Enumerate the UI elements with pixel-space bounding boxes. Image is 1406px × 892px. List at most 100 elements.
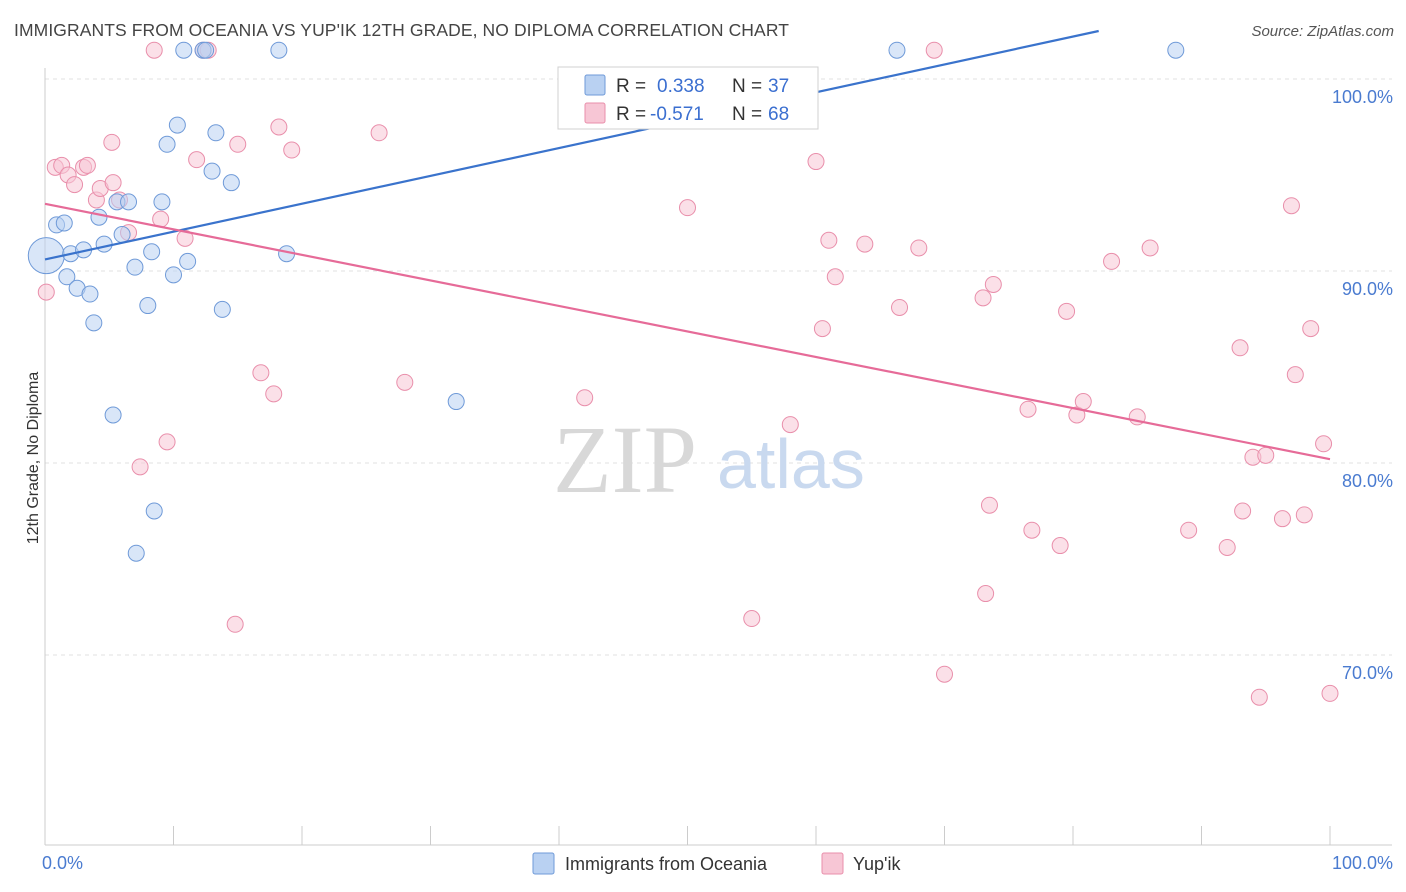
yupik-point-38 [891,298,909,316]
legend-swatch-oceania [584,74,606,96]
oceania-point-10 [95,235,113,253]
yupik-point-25 [270,118,288,136]
x-tick-label-0: 0.0% [42,853,83,873]
oceania-point-2 [55,214,73,232]
yupik-point-42 [974,289,992,307]
yupik-point-33 [807,153,825,171]
oceania-point-34 [447,393,465,411]
yupik-point-66 [1302,320,1320,338]
yupik-point-43 [977,585,995,603]
yupik-point-0 [37,283,55,301]
yupik-point-29 [576,389,594,407]
yupik-point-52 [1103,252,1121,270]
bottom-legend-swatch-yupik [821,852,844,875]
yupik-point-46 [1019,400,1037,418]
legend-r-value-yupik: -0.571 [650,104,704,125]
trend-line-yupik [44,202,1331,461]
yupik-point-45 [984,275,1002,293]
oceania-point-22 [165,266,182,284]
yupik-point-14 [145,41,163,59]
oceania-point-28 [203,162,221,180]
yupik-point-18 [188,151,206,169]
oceania-point-16 [127,544,145,562]
oceania-point-35 [888,41,906,59]
yupik-point-30 [679,199,696,217]
yupik-point-61 [1257,446,1275,464]
oceania-point-18 [143,243,161,261]
oceania-point-7 [81,285,99,303]
yupik-point-68 [1321,684,1339,702]
yupik-point-22 [229,135,247,153]
yupik-point-57 [1231,339,1249,357]
yupik-point-60 [1250,688,1268,706]
yupik-point-58 [1234,502,1252,520]
legend-n-value-oceania: 37 [768,76,789,97]
yupik-point-62 [1273,510,1291,528]
yupik-point-48 [1051,537,1069,555]
oceania-point-30 [213,300,231,318]
legend-n-label-yupik: N = [732,104,762,125]
yupik-point-36 [826,268,844,286]
y-tick-label-3: 70.0% [1342,663,1393,683]
yupik-point-17 [176,229,194,247]
y-tick-label-0: 100.0% [1332,87,1393,107]
bottom-legend-swatch-oceania [532,852,555,875]
y-tick-label-2: 80.0% [1342,471,1393,491]
yupik-point-64 [1286,366,1304,384]
legend-n-label-oceania: N = [732,76,762,97]
oceania-point-11 [104,406,122,424]
yupik-point-26 [283,141,301,159]
oceania-point-27 [197,41,215,59]
oceania-point-8 [85,314,103,332]
oceania-point-14 [120,193,138,211]
bottom-legend-label-oceania: Immigrants from Oceania [565,854,768,874]
oceania-point-21 [158,135,176,153]
yupik-point-49 [1058,302,1076,320]
yupik-point-40 [925,41,943,59]
oceania-point-17 [139,297,157,315]
yupik-point-16 [158,433,176,451]
yupik-point-34 [813,320,831,338]
bottom-legend: Immigrants from Oceania Yup'ik [532,852,901,875]
watermark: ZIP atlas [553,406,865,513]
yupik-point-41 [936,665,953,683]
yupik-point-37 [856,235,874,253]
yupik-point-47 [1023,521,1041,539]
yupik-point-24 [265,385,283,403]
series-oceania-points [27,41,1185,562]
yupik-point-10 [104,174,122,192]
oceania-point-19 [145,502,163,520]
yupik-point-56 [1218,538,1236,556]
oceania-point-23 [168,116,186,134]
yupik-point-27 [370,124,388,142]
legend-r-value-oceania: 0.338 [657,76,705,97]
yupik-point-63 [1282,197,1300,215]
yupik-point-54 [1141,239,1159,257]
oceania-point-32 [270,41,288,59]
yupik-point-23 [252,364,270,382]
oceania-point-9 [90,208,108,226]
y-tick-label-1: 90.0% [1342,279,1393,299]
tick-labels: 100.0% 90.0% 80.0% 70.0% 0.0% 100.0% [42,87,1393,873]
yupik-point-13 [131,458,149,476]
yupik-point-51 [1074,393,1092,411]
yupik-point-35 [820,231,838,249]
yupik-point-44 [980,496,998,514]
yupik-point-21 [226,615,244,633]
oceania-point-3 [58,268,76,286]
yupik-point-67 [1315,435,1333,453]
y-axis-title: 12th Grade, No Diploma [25,372,42,545]
watermark-atlas: atlas [717,425,865,503]
oceania-point-24 [175,41,193,59]
legend-r-label-yupik: R = [616,104,646,125]
axes [44,68,1392,846]
legend-n-value-yupik: 68 [768,104,789,125]
yupik-point-28 [396,373,414,391]
yupik-point-39 [910,239,928,257]
yupik-point-65 [1295,506,1313,524]
bottom-legend-label-yupik: Yup'ik [853,854,901,874]
yupik-point-55 [1180,521,1198,539]
watermark-zip: ZIP [553,406,697,513]
legend-swatch-yupik [584,102,606,124]
oceania-point-25 [179,252,197,270]
